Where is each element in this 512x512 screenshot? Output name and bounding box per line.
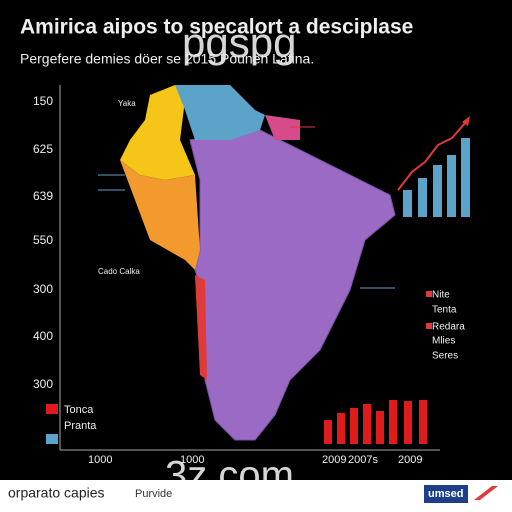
footer-text: umsed (428, 488, 463, 500)
legend-swatch (426, 323, 432, 329)
left-label: 550 (33, 233, 53, 247)
bottom-labels: 1000 1000 2009 2007s 2009 (88, 454, 422, 466)
legend-label: Tenta (432, 305, 457, 316)
left-label: 625 (33, 142, 53, 156)
left-label: 300 (33, 377, 53, 391)
map-label: Yaka (118, 99, 136, 108)
subtitle: Pergefere demies döer se 2015 Pounen Lat… (20, 51, 314, 67)
map (120, 85, 396, 441)
watermark: pgspg (182, 19, 296, 66)
footer-text: Purvide (135, 488, 172, 500)
footer-logo (424, 485, 468, 503)
legend-label: Redara (432, 322, 465, 333)
bottom-label: 1000 (88, 454, 112, 466)
map-label: Cado Calka (98, 267, 140, 276)
left-label: 300 (33, 282, 53, 296)
bottom-label: 2009 (398, 454, 422, 466)
left-labels: 150 625 639 550 300 400 300 (33, 94, 53, 391)
trend-line (397, 121, 467, 191)
region (120, 160, 200, 270)
title: Amirica aipos to specalort a desciplase (20, 16, 413, 39)
legend-label: Seres (432, 351, 458, 362)
bottom-label: 1000 (180, 454, 204, 466)
red-bars (324, 400, 427, 444)
blue-bars (403, 138, 470, 217)
left-label: 639 (33, 189, 53, 203)
legend-label: Mlies (432, 336, 455, 347)
region (175, 85, 265, 140)
legend-swatch (46, 434, 58, 444)
footer-logo (474, 486, 498, 500)
region (189, 129, 396, 441)
legend-label: Nite (432, 290, 450, 301)
region (120, 85, 195, 180)
legend-swatch (46, 404, 58, 414)
region (265, 115, 300, 140)
legend-label: Tonca (64, 404, 94, 416)
region (195, 275, 207, 380)
left-label: 150 (33, 94, 53, 108)
left-label: 400 (33, 329, 53, 343)
bottom-label: 2007s (348, 454, 378, 466)
legend-swatch (426, 291, 432, 297)
footer-text: orparato capies (8, 485, 105, 501)
legend-label: Pranta (64, 420, 97, 432)
arrowhead (462, 116, 470, 126)
bottom-label: 2009 (322, 454, 346, 466)
